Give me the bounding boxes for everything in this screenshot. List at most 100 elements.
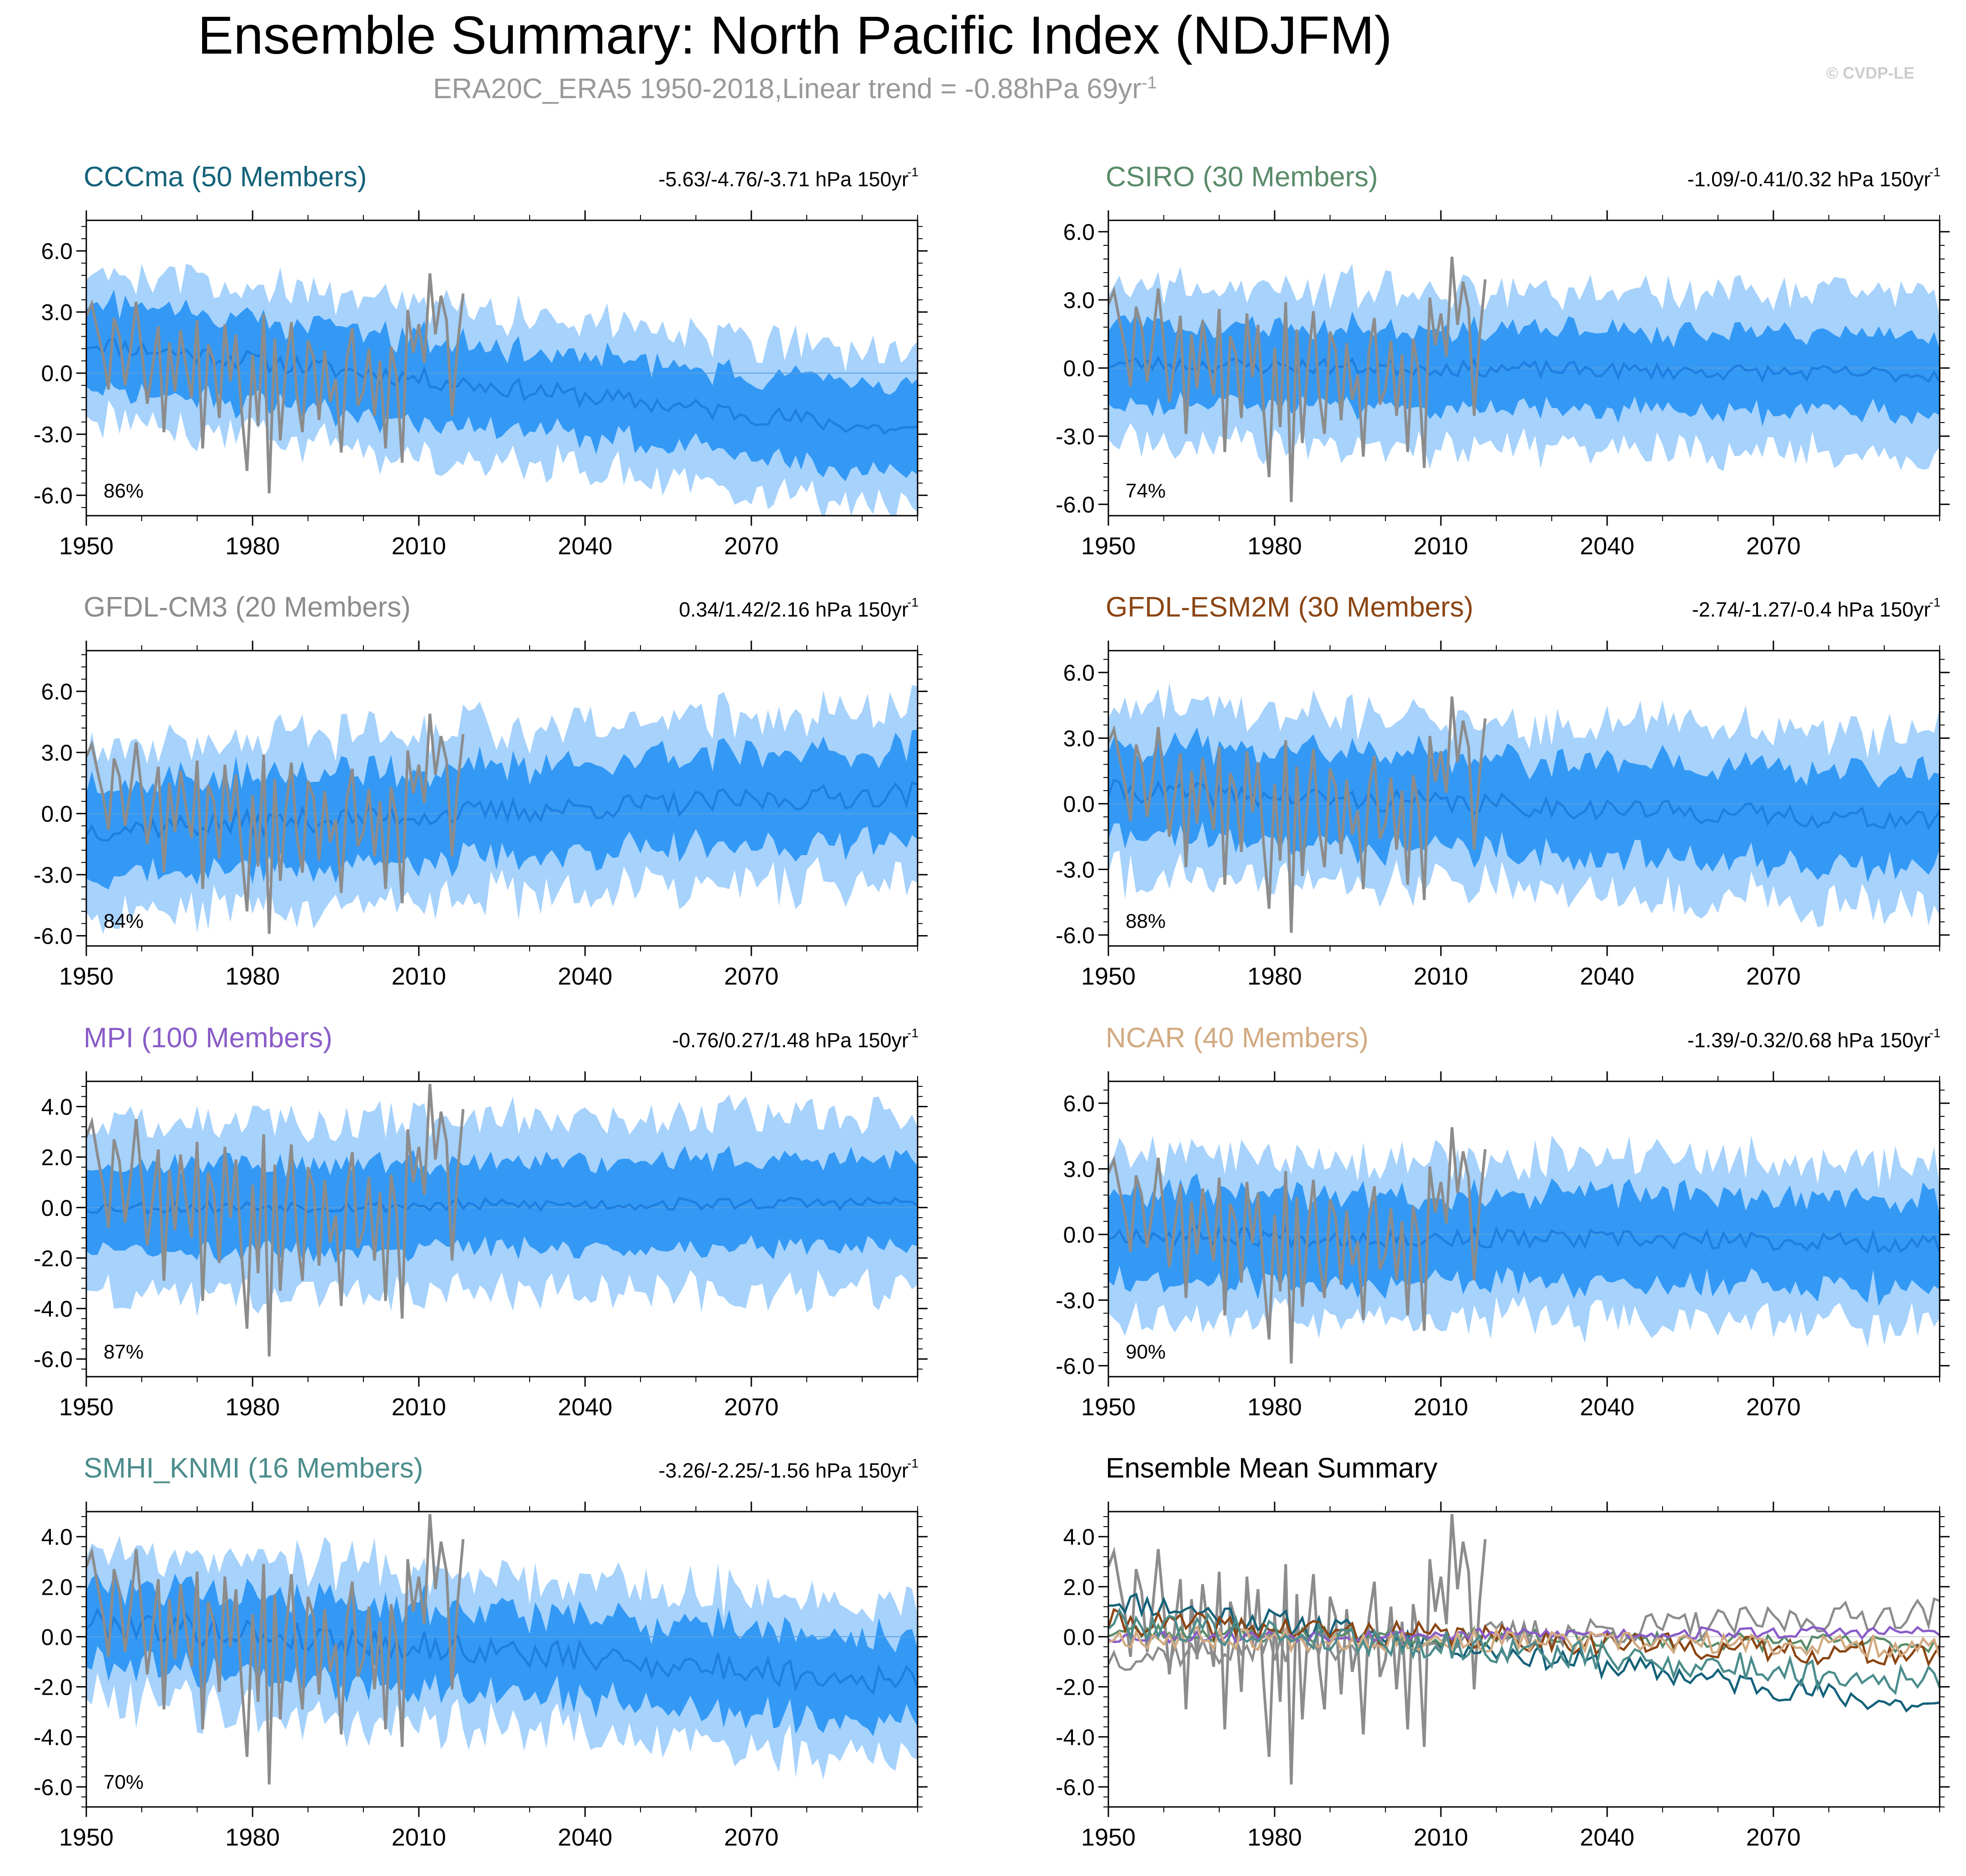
x-tick-label: 1950 [59,1824,114,1851]
x-tick-label: 2070 [1746,1824,1801,1851]
observations-line [1108,1127,1487,1364]
y-tick-label: 2.0 [1063,1574,1095,1600]
y-tick-label: -3.0 [1056,424,1095,449]
percent-label: 86% [104,480,144,502]
series-line-gfdl-cm3 [1108,1597,1940,1671]
trend-label: 0.34/1.42/2.16 hPa 150yr [679,598,909,621]
x-tick-label: 2040 [558,963,612,990]
y-tick-label: 3.0 [1063,1157,1095,1182]
copyright-label: © CVDP-LE [1826,64,1915,82]
plot-frame [85,1511,918,1808]
trend-label: -0.76/0.27/1.48 hPa 150yr [672,1029,909,1052]
trend-superscript: -1 [907,1456,918,1470]
y-tick-label: 0.0 [41,801,73,827]
ensemble-mean-line [1108,1224,1940,1254]
x-tick-label: 1950 [1081,1393,1136,1421]
x-tick-label: 2040 [1580,1393,1634,1421]
y-tick-label: -3.0 [34,862,73,888]
y-tick-label: -6.0 [1056,492,1095,518]
y-tick-label: 3.0 [41,300,73,325]
y-tick-label: 0.0 [1063,791,1095,817]
panel-gfdl-esm2m: 1950 1980 2010 2040 2070 6.0 3.0 0.0 -3.0 -6.0 GFD… [1056,592,1950,990]
y-tick-label: -3.0 [34,422,73,448]
trend-superscript: -1 [907,1026,918,1040]
y-tick-label: -6.0 [1056,1354,1095,1379]
observations-line [86,713,465,934]
x-tick-label: 1950 [59,532,114,560]
trend-superscript: -1 [1929,165,1941,179]
y-tick-label: -6.0 [34,483,73,508]
series-line-ncar [1108,1625,1940,1659]
panel-title: CCCma (50 Members) [84,161,367,193]
subtitle-text: ERA20C_ERA5 1950-2018,Linear trend = -0.… [433,73,1142,104]
figure-subtitle: ERA20C_ERA5 1950-2018,Linear trend = -0.… [0,73,1590,105]
y-tick-label: -6.0 [34,924,73,949]
y-tick-label: 0.0 [1063,1624,1095,1650]
x-tick-label: 2070 [724,532,779,560]
percent-label: 74% [1126,480,1166,502]
x-tick-label: 2010 [392,963,446,990]
inner-percentile-band [86,729,918,890]
y-tick-label: 6.0 [41,679,73,705]
x-tick-label: 2040 [1580,1824,1634,1851]
ensemble-mean-line [86,1607,918,1695]
trend-superscript: -1 [1929,1026,1941,1040]
x-tick-label: 2070 [1746,963,1801,990]
y-tick-label: 6.0 [1063,1091,1095,1116]
trend-superscript: -1 [907,165,918,179]
x-tick-label: 2010 [392,1393,446,1421]
y-tick-label: 2.0 [41,1145,73,1170]
y-tick-label: -6.0 [1056,1775,1095,1800]
x-tick-label: 2070 [1746,1393,1801,1421]
trend-superscript: -1 [1929,595,1941,609]
observations-line [86,1514,465,1785]
inner-percentile-band [1108,727,1940,882]
plot-area [86,1084,918,1357]
panel-mpi: 1950 1980 2010 2040 2070 4.0 2.0 0.0 -2.0 -4.0 -6.… [34,1022,928,1421]
y-tick-label: -4.0 [34,1296,73,1322]
y-tick-label: 0.0 [41,1195,73,1221]
trend-label: -1.09/-0.41/0.32 hPa 150yr [1688,168,1931,191]
y-tick-label: 3.0 [41,740,73,766]
y-tick-label: -6.0 [34,1347,73,1372]
x-tick-label: 1950 [1081,532,1136,560]
percent-label: 70% [104,1771,144,1793]
plot-frame [1107,1080,1941,1378]
y-tick-label: 4.0 [41,1095,73,1120]
panel-ncar: 1950 1980 2010 2040 2070 6.0 3.0 0.0 -3.0 -6.0 NCA… [1056,1022,1950,1421]
panel-smhi-knmi: 1950 1980 2010 2040 2070 4.0 2.0 0.0 -2.0 -4.0 -6.… [34,1453,928,1851]
panel-cccma: 1950 1980 2010 2040 2070 6.0 3.0 0.0 -3.0 -6.0 CCC… [34,161,928,560]
panel-ensemble-mean-summary: 1950 1980 2010 2040 2070 4.0 2.0 0.0 -2.0 -4.0 -6.… [1056,1453,1950,1851]
x-tick-label: 1980 [1247,1393,1302,1421]
figure-title: Ensemble Summary: North Pacific Index (N… [198,5,1392,65]
observations-line [86,1084,465,1357]
plot-frame [85,1080,918,1378]
x-tick-label: 2040 [558,1393,612,1421]
panel-title: GFDL-ESM2M (30 Members) [1106,592,1474,623]
plot-area [86,264,918,516]
panel-title: CSIRO (30 Members) [1106,161,1378,193]
panel-title: SMHI_KNMI (16 Members) [84,1453,423,1484]
trend-superscript: -1 [907,595,918,609]
plot-area [1108,1514,1940,1785]
plot-frame [1107,1511,1941,1808]
y-tick-label: 0.0 [1063,356,1095,381]
panel-gfdl-cm3: 1950 1980 2010 2040 2070 6.0 3.0 0.0 -3.0 -6.0 GFD… [34,592,928,990]
trend-label: -5.63/-4.76/-3.71 hPa 150yr [659,168,909,191]
observations-line [1108,696,1487,933]
plot-area [86,685,918,934]
y-tick-label: -4.0 [34,1725,73,1750]
panel-title: MPI (100 Members) [84,1022,333,1054]
percent-label: 88% [1126,910,1166,932]
subtitle-superscript: -1 [1141,73,1157,93]
panel-title: GFDL-CM3 (20 Members) [84,592,411,623]
percent-label: 90% [1126,1341,1166,1363]
ensemble-mean-line [86,337,918,435]
y-tick-label: -2.0 [34,1246,73,1271]
panel-title: NCAR (40 Members) [1106,1022,1369,1054]
x-tick-label: 1980 [225,963,280,990]
x-tick-label: 1980 [225,532,280,560]
trend-label: -3.26/-2.25/-1.56 hPa 150yr [659,1459,909,1482]
y-tick-label: 6.0 [41,239,73,264]
